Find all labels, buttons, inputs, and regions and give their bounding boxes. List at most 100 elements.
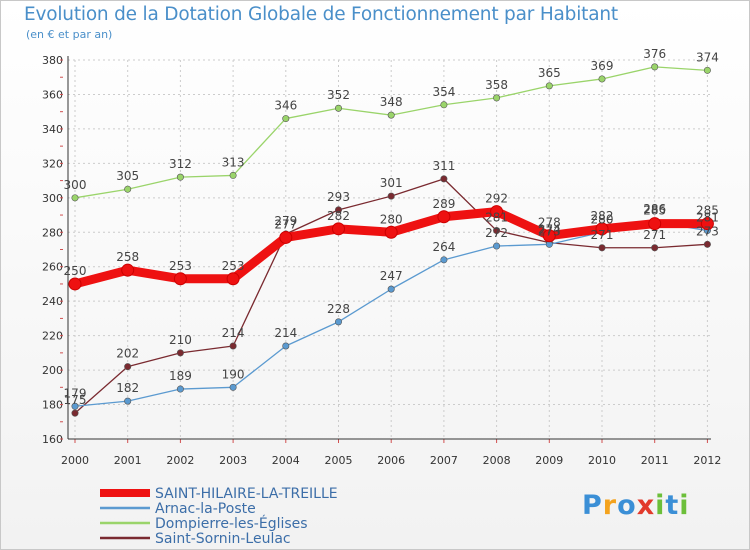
data-point [334, 104, 342, 112]
data-point [700, 217, 714, 231]
data-point [598, 75, 606, 83]
data-label: 354 [432, 85, 455, 99]
data-label: 376 [643, 47, 666, 61]
data-label: 311 [432, 159, 455, 173]
x-tick-label: 2005 [325, 454, 353, 467]
data-point [124, 397, 132, 405]
y-tick-label: 200 [42, 364, 63, 377]
data-label: 250 [64, 264, 87, 278]
data-label: 285 [643, 204, 666, 218]
x-tick-label: 2000 [61, 454, 89, 467]
x-tick-label: 2008 [483, 454, 511, 467]
logo-letter: i [679, 490, 690, 521]
data-point [334, 206, 342, 214]
data-point [332, 222, 345, 236]
x-tick-label: 2007 [430, 454, 458, 467]
data-point [71, 402, 79, 410]
data-point [440, 256, 448, 264]
y-tick-label: 300 [42, 192, 63, 205]
data-label: 293 [327, 190, 350, 204]
legend-label: SAINT-HILAIRE-LA-TREILLE [155, 486, 338, 502]
data-point [545, 82, 553, 90]
data-point [176, 173, 184, 181]
data-point [121, 263, 135, 277]
y-tick-label: 280 [42, 226, 63, 239]
data-label: 210 [169, 333, 192, 347]
y-tick-label: 340 [42, 123, 63, 136]
data-label: 264 [432, 240, 455, 254]
legend-label: Dompierre-les-Églises [155, 515, 308, 532]
x-tick-label: 2002 [166, 454, 194, 467]
data-point [437, 210, 451, 224]
y-tick-label: 240 [42, 295, 63, 308]
data-label: 274 [538, 223, 561, 237]
data-point [703, 240, 711, 248]
data-label: 214 [222, 326, 245, 340]
data-label: 273 [538, 224, 561, 238]
data-label: 247 [380, 269, 403, 283]
data-label: 273 [696, 224, 719, 238]
data-point [229, 342, 237, 350]
data-point [648, 217, 662, 231]
data-point [387, 111, 395, 119]
y-tick-label: 320 [42, 157, 63, 170]
data-label: 281 [485, 211, 508, 225]
x-tick-label: 2006 [377, 454, 405, 467]
data-labels: 300 305 312 313 346 352 348 354 358 365 369 376 374 1… [64, 47, 719, 407]
data-point [71, 409, 79, 417]
data-point [226, 272, 240, 286]
data-point [176, 349, 184, 357]
data-point [440, 101, 448, 109]
y-tick-label: 220 [42, 330, 63, 343]
data-label: 282 [327, 209, 350, 223]
data-label: 189 [169, 369, 192, 383]
x-tick-label: 2009 [535, 454, 563, 467]
data-label: 374 [696, 50, 719, 64]
data-point [651, 63, 659, 71]
data-label: 214 [274, 326, 297, 340]
logo-letter: P [582, 490, 603, 521]
data-point [282, 342, 290, 350]
x-tick-label: 2010 [588, 454, 616, 467]
data-label: 278 [538, 216, 561, 230]
legend-label: Arnac-la-Poste [155, 501, 256, 517]
logo-letter: o [617, 490, 637, 521]
data-point [595, 222, 609, 236]
data-label: 313 [222, 155, 245, 169]
data-label: 272 [485, 226, 508, 240]
data-point [703, 66, 711, 74]
data-label: 352 [327, 88, 350, 102]
data-point [71, 194, 79, 202]
data-point [651, 244, 659, 252]
data-label: 348 [380, 95, 403, 109]
data-label: 300 [64, 178, 87, 192]
data-point [176, 385, 184, 393]
data-point [387, 192, 395, 200]
data-point [334, 318, 342, 326]
data-point [124, 185, 132, 193]
data-label: 285 [696, 204, 719, 218]
data-point [229, 383, 237, 391]
data-label: 312 [169, 157, 192, 171]
chart-subtitle: (en € et par an) [26, 28, 113, 41]
data-label: 281 [696, 211, 719, 225]
legend: SAINT-HILAIRE-LA-TREILLEArnac-la-PosteDo… [100, 486, 338, 547]
data-label: 277 [274, 217, 297, 231]
data-label: 175 [64, 393, 87, 407]
data-point [229, 171, 237, 179]
data-label: 301 [380, 176, 403, 190]
data-point [173, 272, 187, 286]
data-point [490, 205, 504, 219]
proxiti-logo: Proxiti [582, 490, 690, 521]
data-point [493, 242, 501, 250]
data-label: 280 [591, 212, 614, 226]
logo-letter: t [665, 490, 680, 521]
y-tick-label: 160 [42, 433, 63, 446]
data-label: 253 [222, 259, 245, 273]
data-label: 182 [116, 381, 139, 395]
y-tick-label: 260 [42, 261, 63, 274]
x-tick-label: 2003 [219, 454, 247, 467]
legend-label: Saint-Sornin-Leulac [155, 531, 291, 547]
data-label: 253 [169, 259, 192, 273]
